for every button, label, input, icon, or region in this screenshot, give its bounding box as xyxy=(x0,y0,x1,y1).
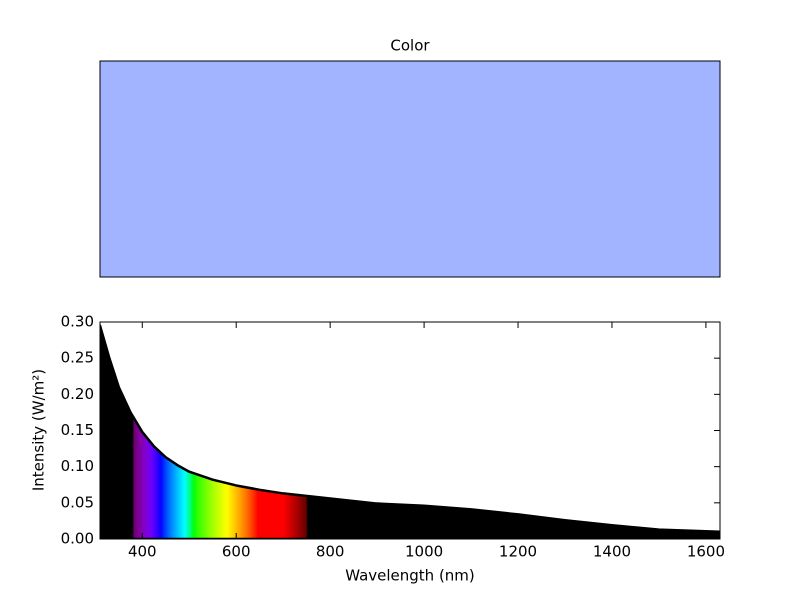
y-tick-label: 0.30 xyxy=(61,313,94,331)
y-tick-label: 0.00 xyxy=(61,530,94,548)
x-tick-label: 1600 xyxy=(687,543,725,561)
x-tick-label: 600 xyxy=(222,543,251,561)
spectrum-area xyxy=(100,324,720,539)
y-tick-label: 0.20 xyxy=(61,385,94,403)
x-tick-label: 1000 xyxy=(405,543,443,561)
x-tick-label: 400 xyxy=(128,543,157,561)
x-axis-label: Wavelength (nm) xyxy=(345,567,475,585)
x-tick-label: 1400 xyxy=(593,543,631,561)
y-axis-label: Intensity (W/m²) xyxy=(30,369,48,491)
y-tick-label: 0.15 xyxy=(61,421,94,439)
y-tick-label: 0.05 xyxy=(61,493,94,511)
swatch-title: Color xyxy=(390,37,430,55)
x-tick-label: 1200 xyxy=(499,543,537,561)
color-swatch xyxy=(99,60,721,278)
x-tick-label: 800 xyxy=(316,543,345,561)
y-tick-label: 0.10 xyxy=(61,457,94,475)
y-tick-label: 0.25 xyxy=(61,349,94,367)
